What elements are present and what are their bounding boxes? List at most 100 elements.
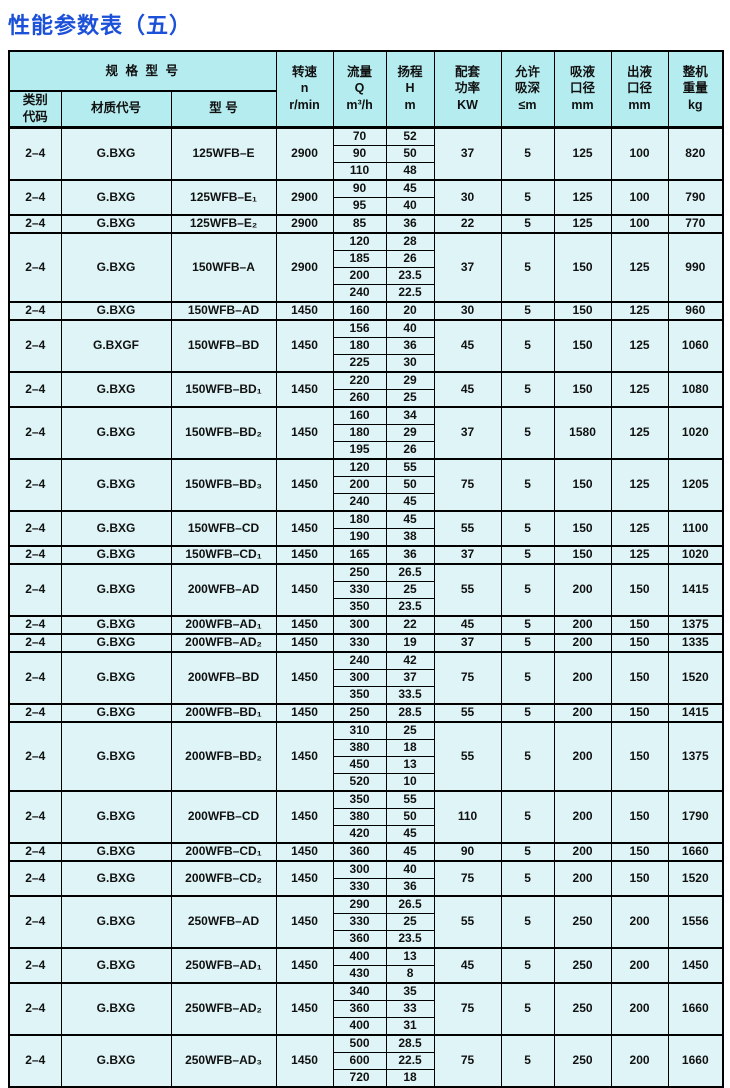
cell-outlet-diameter: 100 xyxy=(610,126,669,181)
cell-model: 150WFB–A xyxy=(170,231,277,303)
cell-flow: 330 xyxy=(332,580,387,599)
cell-model: 150WFB–BD₂ xyxy=(170,405,277,460)
cell-flow: 200 xyxy=(332,475,387,494)
cell-outlet-diameter: 125 xyxy=(610,509,669,547)
cell-category: 2–4 xyxy=(8,457,62,512)
cell-category: 2–4 xyxy=(8,370,62,408)
cell-head: 28.5 xyxy=(385,1033,435,1053)
cell-category: 2–4 xyxy=(8,789,62,844)
cell-model: 250WFB–AD₃ xyxy=(170,1033,277,1088)
cell-weight: 1375 xyxy=(667,720,724,792)
cell-head: 40 xyxy=(385,859,435,879)
cell-material: G.BXG xyxy=(60,702,172,723)
cell-flow: 250 xyxy=(332,702,387,723)
cell-suction-diameter: 200 xyxy=(553,614,612,635)
page-title: 性能参数表（五） xyxy=(8,13,193,38)
header-spec-group: 规 格 型 号 xyxy=(8,50,277,92)
cell-suction-diameter: 250 xyxy=(553,981,612,1036)
cell-power: 75 xyxy=(433,859,502,897)
cell-category: 2–4 xyxy=(8,300,62,321)
cell-speed: 1450 xyxy=(275,509,334,547)
cell-suction-diameter: 150 xyxy=(553,544,612,565)
table-row: 2–4 G.BXG 125WFB–E₂ 2900 85 36 22 5 125 100 770 xyxy=(8,213,724,234)
cell-speed: 1450 xyxy=(275,946,334,984)
cell-suction-diameter: 200 xyxy=(553,841,612,862)
cell-outlet-diameter: 150 xyxy=(610,789,669,844)
cell-head: 26.5 xyxy=(385,894,435,914)
cell-weight: 820 xyxy=(667,126,724,181)
table-row: 2–4 G.BXG 250WFB–AD₁ 1450 400 13 45 5 250 200 1450 xyxy=(8,946,724,984)
cell-flow: 400 xyxy=(332,946,387,966)
cell-flow: 260 xyxy=(332,388,387,408)
cell-head: 30 xyxy=(385,353,435,373)
table-row: 2–4 G.BXG 150WFB–A 2900 120 28 37 5 150 125 990 xyxy=(8,231,724,303)
cell-outlet-diameter: 150 xyxy=(610,841,669,862)
cell-suction-depth: 5 xyxy=(500,789,555,844)
cell-flow: 165 xyxy=(332,544,387,565)
table-row: 2–4 G.BXG 150WFB–CD₁ 1450 165 36 37 5 150 125 1020 xyxy=(8,544,724,565)
table-header: 规 格 型 号 转速 n r/min 流量 Q m³/h 扬程 H m 配套 功… xyxy=(8,50,724,128)
cell-head: 28 xyxy=(385,231,435,251)
cell-model: 250WFB–AD xyxy=(170,894,277,949)
cell-suction-diameter: 250 xyxy=(553,946,612,984)
cell-weight: 1205 xyxy=(667,457,724,512)
cell-head: 18 xyxy=(385,1068,435,1088)
cell-model: 250WFB–AD₂ xyxy=(170,981,277,1036)
cell-flow: 350 xyxy=(332,597,387,617)
cell-suction-depth: 5 xyxy=(500,126,555,181)
cell-power: 45 xyxy=(433,370,502,408)
table-row: 520 10 xyxy=(9,772,723,792)
table-row: 200 50 xyxy=(9,475,723,494)
cell-head: 23.5 xyxy=(385,929,435,949)
cell-weight: 960 xyxy=(667,300,724,321)
cell-category: 2–4 xyxy=(8,405,62,460)
cell-material: G.BXG xyxy=(60,178,172,216)
cell-category: 2–4 xyxy=(8,632,62,653)
cell-suction-depth: 5 xyxy=(500,178,555,216)
cell-suction-depth: 5 xyxy=(500,457,555,512)
cell-flow: 380 xyxy=(332,807,387,826)
cell-head: 25 xyxy=(385,720,435,740)
cell-suction-diameter: 1580 xyxy=(553,405,612,460)
cell-head: 48 xyxy=(385,161,435,181)
cell-category: 2–4 xyxy=(8,981,62,1036)
cell-flow: 240 xyxy=(332,492,387,512)
cell-material: G.BXG xyxy=(60,650,172,705)
table-row: 430 8 xyxy=(9,964,723,984)
table-row: 2–4 G.BXG 200WFB–AD 1450 250 26.5 55 5 200 150 141… xyxy=(8,562,724,617)
cell-flow: 225 xyxy=(332,353,387,373)
cell-category: 2–4 xyxy=(8,318,62,373)
cell-suction-depth: 5 xyxy=(500,509,555,547)
cell-model: 200WFB–AD₁ xyxy=(170,614,277,635)
cell-weight: 1415 xyxy=(667,562,724,617)
table-row: 450 13 xyxy=(9,755,723,774)
cell-material: G.BXG xyxy=(60,859,172,897)
cell-model: 150WFB–CD₁ xyxy=(170,544,277,565)
cell-flow: 340 xyxy=(332,981,387,1001)
cell-head: 20 xyxy=(385,300,435,321)
table-row: 380 50 xyxy=(9,807,723,826)
cell-flow: 500 xyxy=(332,1033,387,1053)
cell-power: 55 xyxy=(433,509,502,547)
table-row: 330 25 xyxy=(9,912,723,931)
table-row: 2–4 G.BXG 200WFB–BD 1450 240 42 75 5 200 150 1520 xyxy=(8,650,724,705)
cell-head: 18 xyxy=(385,738,435,757)
cell-flow: 360 xyxy=(332,929,387,949)
cell-model: 200WFB–CD₁ xyxy=(170,841,277,862)
cell-suction-depth: 5 xyxy=(500,544,555,565)
cell-flow: 300 xyxy=(332,614,387,635)
cell-head: 33.5 xyxy=(385,685,435,705)
cell-flow: 240 xyxy=(332,650,387,670)
header-model: 型 号 xyxy=(170,90,277,128)
cell-flow: 120 xyxy=(332,457,387,477)
cell-model: 200WFB–BD xyxy=(170,650,277,705)
cell-flow: 430 xyxy=(332,964,387,984)
table-row: 330 25 xyxy=(9,580,723,599)
cell-head: 36 xyxy=(385,877,435,897)
cell-speed: 1450 xyxy=(275,457,334,512)
table-row: 2–4 G.BXG 200WFB–AD₂ 1450 330 19 37 5 200 150 1335 xyxy=(8,632,724,653)
cell-suction-diameter: 125 xyxy=(553,213,612,234)
cell-weight: 990 xyxy=(667,231,724,303)
cell-speed: 1450 xyxy=(275,981,334,1036)
header-suction-diameter: 吸液 口径 mm xyxy=(553,50,612,128)
